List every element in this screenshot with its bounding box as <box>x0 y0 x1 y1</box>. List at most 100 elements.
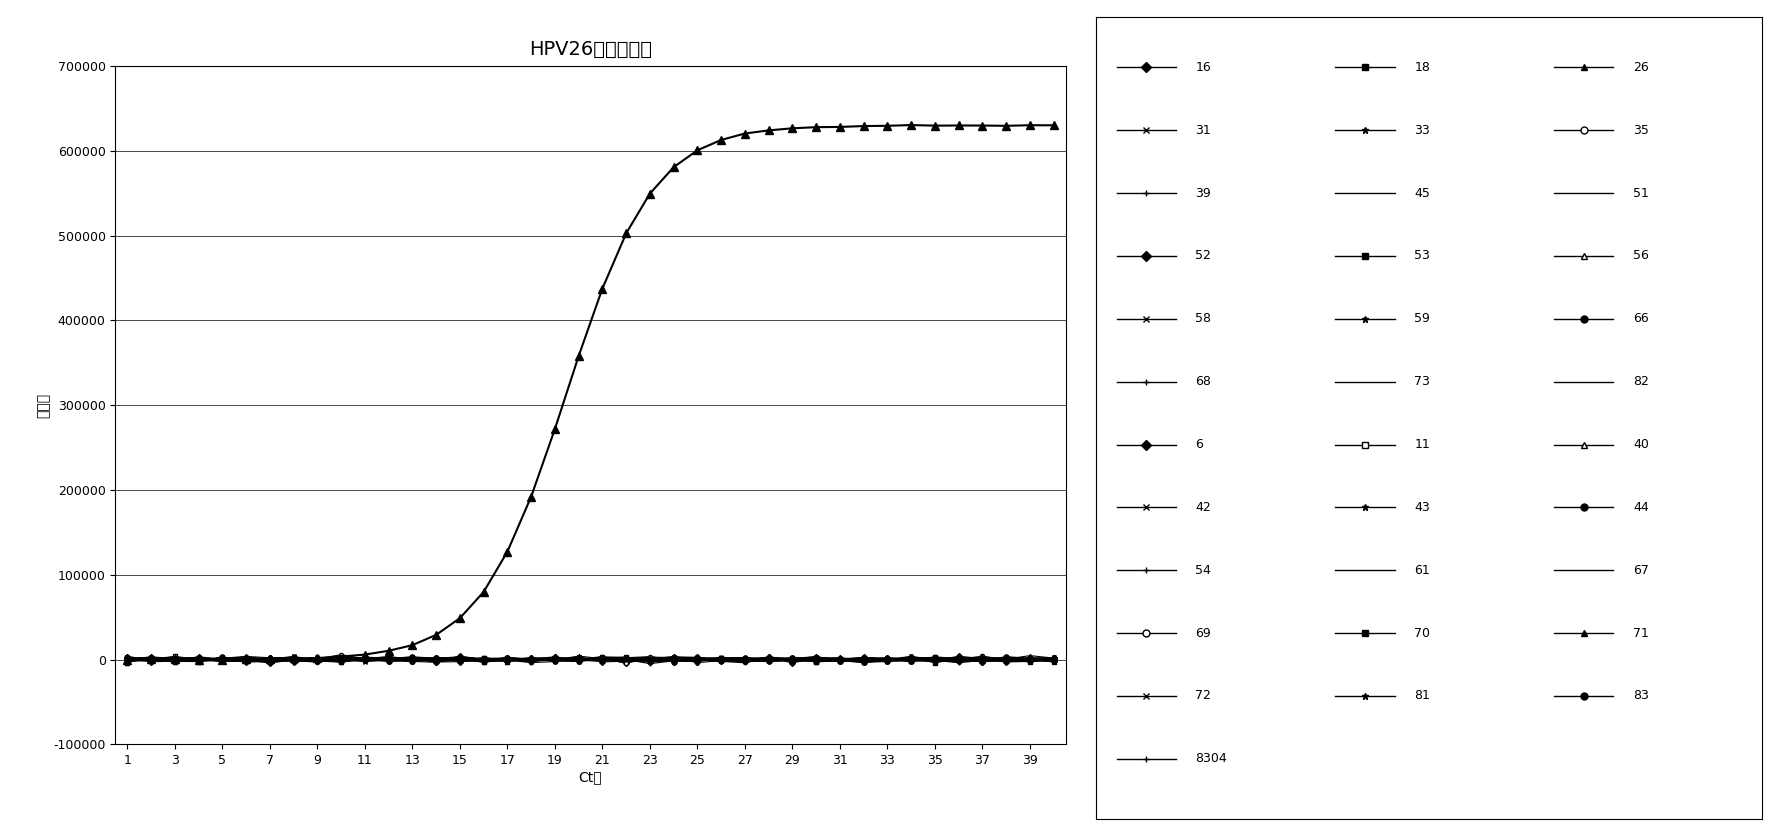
31 <box>829 654 851 664</box>
6 <box>639 655 661 665</box>
31 <box>330 655 352 665</box>
31 <box>449 656 471 666</box>
67 <box>733 656 755 666</box>
6 <box>877 656 899 666</box>
6 <box>733 654 755 664</box>
11 <box>426 653 448 663</box>
40 <box>543 654 565 664</box>
8304 <box>211 654 233 664</box>
70 <box>307 655 329 665</box>
11 <box>307 655 329 665</box>
18 <box>568 653 590 663</box>
53 <box>353 653 375 663</box>
31 <box>1019 656 1041 666</box>
44 <box>996 654 1018 664</box>
58 <box>163 657 185 667</box>
58 <box>616 653 638 662</box>
73 <box>971 656 993 666</box>
11 <box>971 655 993 665</box>
69 <box>1043 653 1064 663</box>
39 <box>568 653 590 663</box>
72 <box>781 653 803 663</box>
44 <box>852 654 874 664</box>
39 <box>449 657 471 667</box>
Line: 44: 44 <box>126 655 1055 664</box>
40 <box>401 653 423 662</box>
42 <box>781 653 803 663</box>
56 <box>449 655 471 665</box>
53 <box>639 655 661 665</box>
81 <box>806 653 828 663</box>
44 <box>900 653 922 662</box>
43 <box>520 654 542 664</box>
54 <box>900 656 922 666</box>
51 <box>996 655 1018 665</box>
83 <box>1043 655 1064 665</box>
39 <box>378 653 400 663</box>
8304 <box>307 656 329 666</box>
72 <box>520 654 542 664</box>
81 <box>163 655 185 665</box>
72 <box>449 655 471 665</box>
35 <box>163 653 185 663</box>
26 <box>1019 120 1041 130</box>
33 <box>758 655 780 665</box>
83 <box>710 656 732 666</box>
Line: 43: 43 <box>126 654 1055 663</box>
Text: 51: 51 <box>1634 187 1648 199</box>
72 <box>758 655 780 665</box>
45 <box>568 654 590 664</box>
8304 <box>900 653 922 663</box>
59 <box>1043 655 1064 665</box>
53 <box>282 655 304 665</box>
52 <box>401 653 423 662</box>
44 <box>449 654 471 664</box>
73 <box>687 656 709 666</box>
33 <box>378 656 400 666</box>
39 <box>426 653 448 663</box>
66 <box>497 654 519 664</box>
70 <box>829 656 851 666</box>
71 <box>639 653 661 663</box>
45 <box>806 655 828 665</box>
54 <box>353 654 375 664</box>
8304 <box>1019 657 1041 667</box>
81 <box>307 654 329 664</box>
81 <box>687 654 709 664</box>
59 <box>236 657 258 667</box>
42 <box>259 654 281 664</box>
56 <box>401 656 423 666</box>
73 <box>852 657 874 667</box>
26 <box>259 654 281 664</box>
54 <box>401 653 423 663</box>
33 <box>188 656 210 666</box>
70 <box>1019 653 1041 663</box>
Text: 72: 72 <box>1195 690 1211 702</box>
52 <box>924 653 945 663</box>
33 <box>426 654 448 664</box>
40 <box>616 653 638 662</box>
61 <box>971 656 993 666</box>
56 <box>1043 653 1064 663</box>
73 <box>330 653 352 663</box>
51 <box>188 652 210 662</box>
58 <box>449 653 471 662</box>
8304 <box>426 653 448 662</box>
59 <box>449 656 471 666</box>
35 <box>852 654 874 664</box>
40 <box>259 654 281 664</box>
83 <box>117 654 139 664</box>
58 <box>996 656 1018 666</box>
69 <box>733 654 755 664</box>
26 <box>307 653 329 663</box>
42 <box>877 657 899 667</box>
68 <box>259 656 281 666</box>
82 <box>948 653 970 663</box>
69 <box>710 656 732 666</box>
59 <box>163 656 185 666</box>
82 <box>806 653 828 662</box>
16 <box>307 655 329 665</box>
Line: 8304: 8304 <box>126 656 1055 665</box>
54 <box>140 653 162 662</box>
72 <box>353 656 375 666</box>
